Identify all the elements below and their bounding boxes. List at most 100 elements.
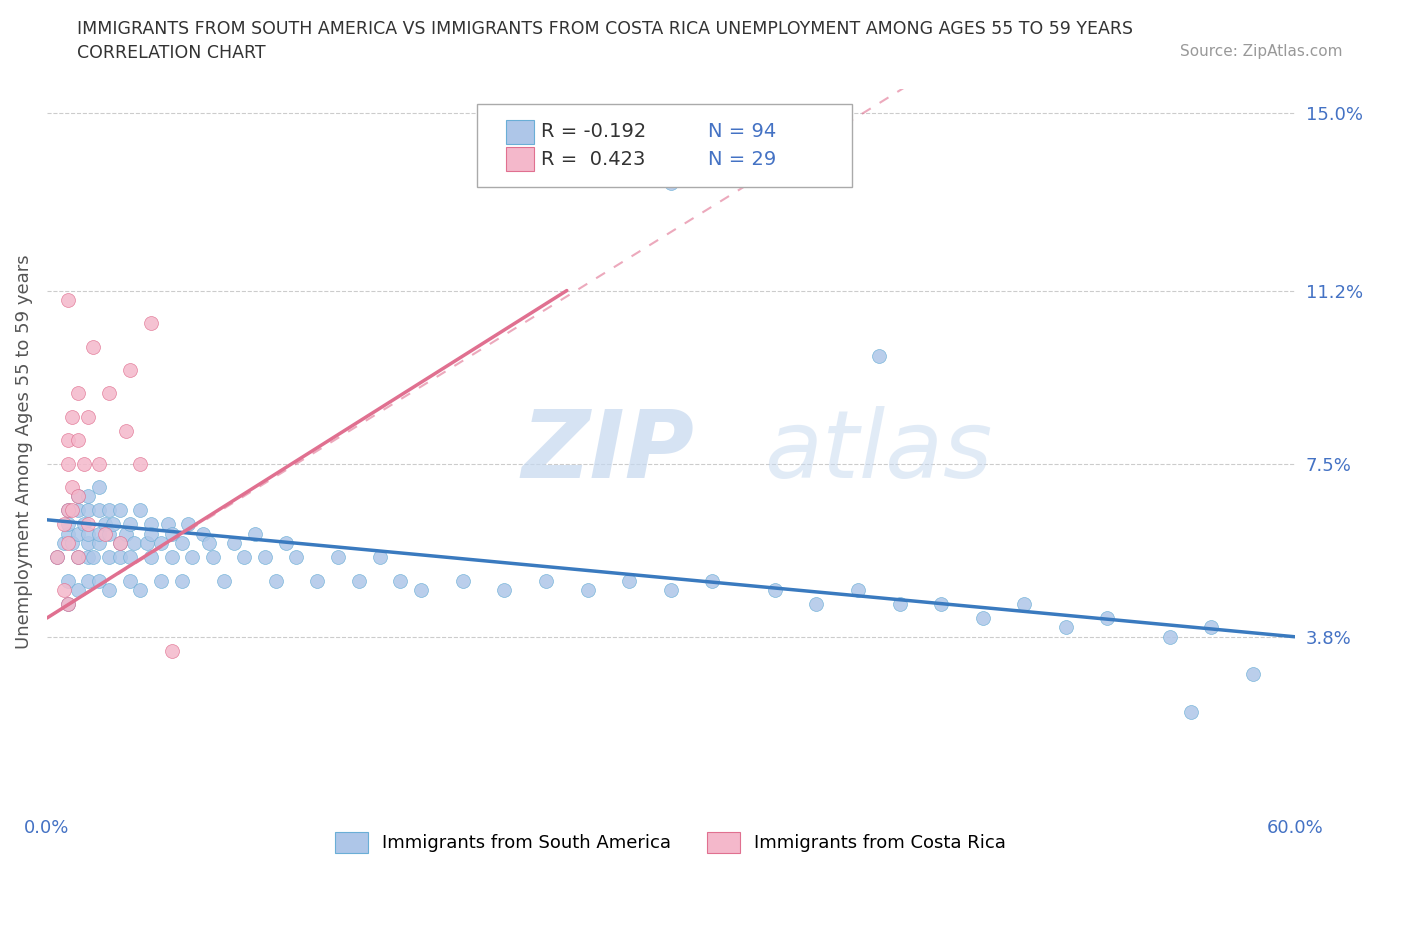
Point xyxy=(451,573,474,588)
Point xyxy=(494,582,516,597)
Point xyxy=(129,457,152,472)
Point xyxy=(264,573,287,588)
Point xyxy=(77,517,100,532)
Point xyxy=(98,550,121,565)
Point xyxy=(1014,596,1036,611)
Point xyxy=(56,596,79,611)
Point xyxy=(1097,611,1119,626)
Point xyxy=(60,480,83,495)
Point xyxy=(52,517,75,532)
Point xyxy=(160,526,183,541)
Point xyxy=(198,536,221,551)
Point xyxy=(98,386,121,401)
Point xyxy=(868,349,890,364)
Point xyxy=(67,550,90,565)
Point xyxy=(274,536,297,551)
Point xyxy=(98,526,121,541)
Point xyxy=(139,550,162,565)
Point xyxy=(1054,620,1077,635)
Point xyxy=(52,536,75,551)
Point xyxy=(103,517,125,532)
Point xyxy=(67,386,90,401)
Point xyxy=(191,526,214,541)
Point xyxy=(77,489,100,504)
Point xyxy=(254,550,277,565)
Point xyxy=(77,503,100,518)
Point xyxy=(98,582,121,597)
Point xyxy=(77,536,100,551)
Text: N = 29: N = 29 xyxy=(709,150,776,168)
Point xyxy=(73,457,96,472)
Text: IMMIGRANTS FROM SOUTH AMERICA VS IMMIGRANTS FROM COSTA RICA UNEMPLOYMENT AMONG A: IMMIGRANTS FROM SOUTH AMERICA VS IMMIGRA… xyxy=(77,20,1133,38)
Point xyxy=(108,536,131,551)
Y-axis label: Unemployment Among Ages 55 to 59 years: Unemployment Among Ages 55 to 59 years xyxy=(15,255,32,649)
Text: Source: ZipAtlas.com: Source: ZipAtlas.com xyxy=(1180,44,1343,59)
Point xyxy=(534,573,557,588)
Point xyxy=(56,596,79,611)
Point xyxy=(87,503,110,518)
Text: CORRELATION CHART: CORRELATION CHART xyxy=(77,44,266,61)
Point xyxy=(120,573,142,588)
Point xyxy=(202,550,225,565)
Point xyxy=(56,517,79,532)
Point xyxy=(87,526,110,541)
Point xyxy=(87,480,110,495)
Point xyxy=(67,550,90,565)
Point xyxy=(60,409,83,424)
Point xyxy=(67,489,90,504)
Point xyxy=(56,573,79,588)
Point xyxy=(46,550,69,565)
Point xyxy=(56,292,79,307)
Point xyxy=(181,550,204,565)
Point xyxy=(150,536,173,551)
Point xyxy=(285,550,308,565)
Point xyxy=(170,536,193,551)
Point xyxy=(56,432,79,447)
Point xyxy=(60,536,83,551)
Point xyxy=(77,526,100,541)
Point xyxy=(67,582,90,597)
Legend: Immigrants from South America, Immigrants from Costa Rica: Immigrants from South America, Immigrant… xyxy=(328,825,1014,860)
Point xyxy=(307,573,329,588)
Point xyxy=(56,457,79,472)
Point xyxy=(177,517,200,532)
Point xyxy=(67,503,90,518)
Text: ZIP: ZIP xyxy=(522,406,695,498)
Point xyxy=(139,517,162,532)
Text: R =  0.423: R = 0.423 xyxy=(541,150,645,168)
Point xyxy=(108,503,131,518)
Point xyxy=(160,644,183,658)
Point xyxy=(806,596,828,611)
Point xyxy=(73,517,96,532)
Point xyxy=(77,409,100,424)
Point xyxy=(411,582,433,597)
Point xyxy=(763,582,786,597)
Point xyxy=(56,503,79,518)
Point xyxy=(326,550,349,565)
Point xyxy=(120,363,142,378)
Point xyxy=(702,573,724,588)
Point xyxy=(67,432,90,447)
Point xyxy=(115,423,138,438)
Point xyxy=(60,503,83,518)
Point xyxy=(115,526,138,541)
Point xyxy=(972,611,994,626)
Point xyxy=(77,573,100,588)
Bar xyxy=(506,120,533,144)
Point xyxy=(87,536,110,551)
Point xyxy=(139,526,162,541)
Point xyxy=(1159,630,1181,644)
Point xyxy=(617,573,640,588)
Point xyxy=(659,582,682,597)
Point xyxy=(67,526,90,541)
Point xyxy=(122,536,145,551)
Text: N = 94: N = 94 xyxy=(709,122,776,141)
Point xyxy=(108,536,131,551)
Point xyxy=(77,550,100,565)
Point xyxy=(56,503,79,518)
Point xyxy=(233,550,256,565)
Point xyxy=(212,573,235,588)
Point xyxy=(94,526,117,541)
Point xyxy=(576,582,599,597)
Point xyxy=(1180,704,1202,719)
